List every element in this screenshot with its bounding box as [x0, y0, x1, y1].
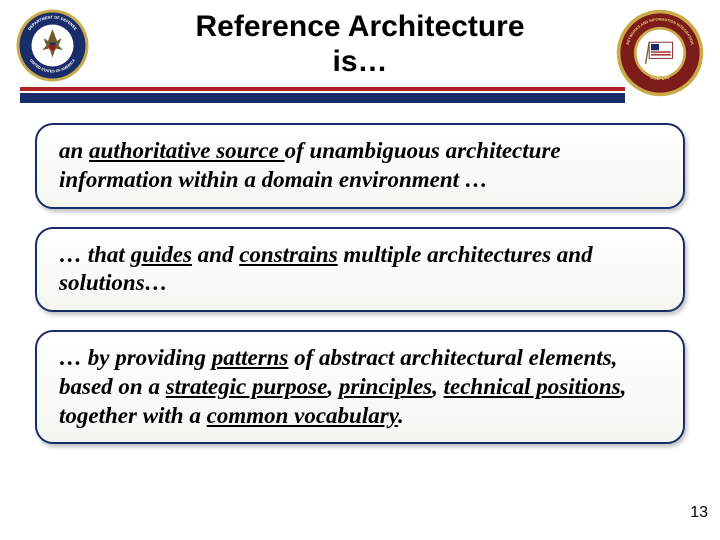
underlined-term: constrains: [239, 242, 337, 267]
definition-box-3: … by providing patterns of abstract arch…: [35, 330, 685, 444]
slide-header: DEPARTMENT OF DEFENSE UNITED STATES OF A…: [0, 0, 720, 103]
text-segment: .: [398, 403, 404, 428]
text-segment: … by providing: [59, 345, 212, 370]
dod-seal-icon: DEPARTMENT OF DEFENSE UNITED STATES OF A…: [15, 8, 90, 83]
page-number: 13: [690, 504, 708, 522]
rule-red: [20, 87, 625, 91]
title-line-2: is…: [332, 45, 387, 78]
cio-seal-icon: NETWORKS AND INFORMATION INTEGRATION DoD…: [615, 8, 705, 98]
underlined-term: common vocabulary: [207, 403, 398, 428]
text-segment: an: [59, 138, 89, 163]
text-segment: … that: [59, 242, 131, 267]
title-rule: [0, 87, 720, 103]
underlined-term: strategic purpose: [166, 374, 328, 399]
text-segment: and: [192, 242, 239, 267]
underlined-term: technical positions: [444, 374, 621, 399]
rule-blue: [20, 93, 625, 103]
underlined-term: authoritative source: [89, 138, 285, 163]
slide-title: Reference Architecture is…: [0, 10, 720, 79]
content-boxes: an authoritative source of unambiguous a…: [0, 103, 720, 444]
definition-box-1: an authoritative source of unambiguous a…: [35, 123, 685, 209]
text-segment: ,: [432, 374, 444, 399]
underlined-term: patterns: [212, 345, 289, 370]
text-segment: ,: [327, 374, 339, 399]
definition-box-2: … that guides and constrains multiple ar…: [35, 227, 685, 313]
title-line-1: Reference Architecture: [195, 10, 524, 43]
underlined-term: guides: [131, 242, 192, 267]
underlined-term: principles: [339, 374, 432, 399]
